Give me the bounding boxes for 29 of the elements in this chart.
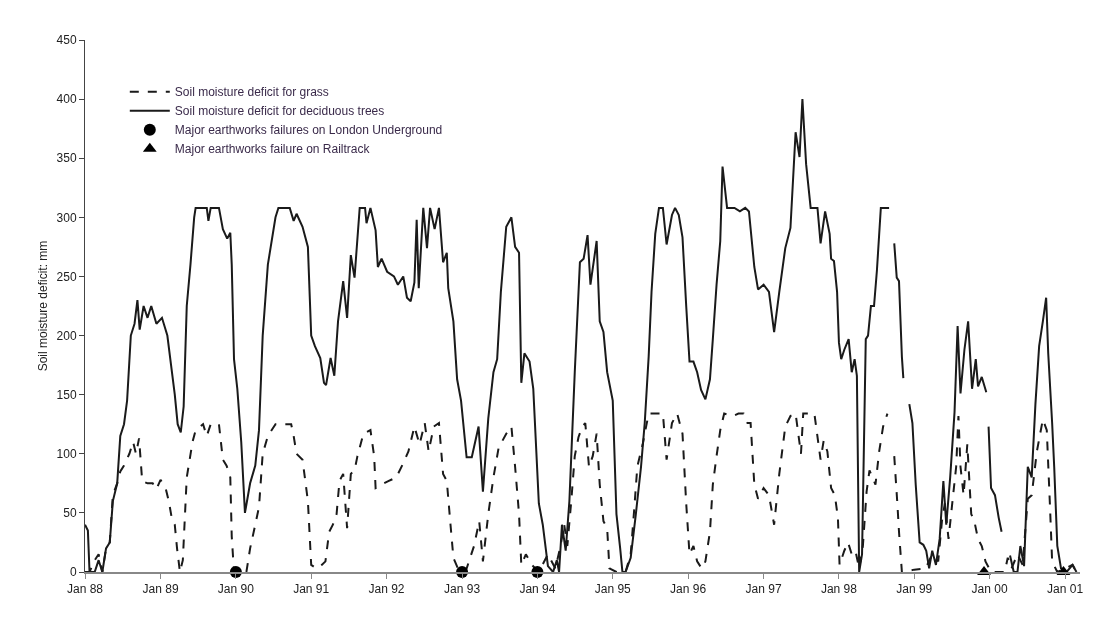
x-tick-label: Jan 95 — [594, 582, 632, 597]
x-tick-label: Jan 96 — [670, 582, 707, 597]
y-tick-label: 150 — [56, 387, 77, 402]
y-tick-label: 300 — [56, 210, 77, 225]
x-tick-label: Jan 91 — [293, 582, 330, 597]
x-tick-label: Jan 88 — [66, 582, 104, 597]
x-tick-label: Jan 92 — [368, 582, 405, 597]
x-tick-label: Jan 97 — [745, 582, 782, 597]
x-tick-label: Jan 89 — [142, 582, 179, 597]
x-tick-label: Jan 93 — [444, 582, 481, 597]
x-tick-label: Jan 94 — [519, 582, 556, 597]
y-tick-label: 100 — [56, 446, 77, 461]
x-tick-label: Jan 98 — [820, 582, 858, 597]
y-tick-label: 250 — [56, 269, 77, 284]
y-tick-label: 200 — [56, 328, 77, 343]
x-tick-label: Jan 01 — [1047, 582, 1084, 597]
x-tick-label: Jan 99 — [896, 582, 933, 597]
legend-label: Major earthworks failure on Railtrack — [174, 142, 371, 157]
y-tick-label: 450 — [56, 33, 77, 48]
y-tick-label: 350 — [56, 151, 77, 166]
legend-label: Soil moisture deficit for deciduous trees — [174, 104, 385, 119]
legend-label: Soil moisture deficit for grass — [174, 85, 329, 100]
x-tick-label: Jan 90 — [217, 582, 255, 597]
y-tick-label: 400 — [56, 92, 77, 107]
x-tick-label: Jan 00 — [971, 582, 1008, 597]
y-axis-title: Soil moisture deficit: mm — [35, 240, 50, 372]
y-tick-label: 50 — [63, 506, 77, 521]
y-tick-label: 0 — [69, 565, 77, 580]
legend-label: Major earthworks failures on London Underground — [174, 123, 443, 138]
